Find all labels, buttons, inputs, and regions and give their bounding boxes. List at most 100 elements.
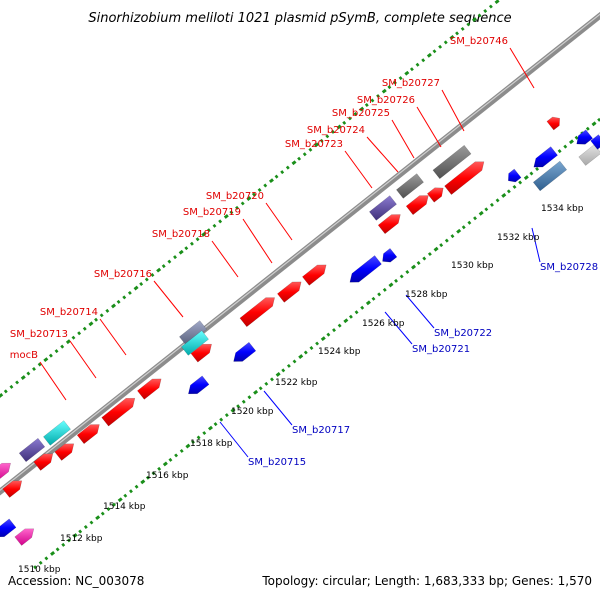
gc-dot-inner [354, 310, 359, 315]
gene-feature-0 [0, 462, 11, 479]
gc-dot-outer [488, 4, 493, 9]
gc-dot-outer [99, 313, 104, 318]
gene-feature-18 [405, 195, 429, 216]
gc-dot-outer [257, 188, 262, 193]
gc-dot-outer [443, 40, 448, 45]
topology-text: Topology: circular; Length: 1,683,333 bp… [262, 574, 592, 588]
gene-label-forward: SM_b20746 [450, 36, 508, 47]
gc-dot-outer [94, 317, 99, 322]
gc-dot-outer [133, 285, 139, 291]
gc-dot-inner [151, 471, 156, 476]
gc-dot-inner [506, 189, 511, 194]
gc-dot-inner [157, 466, 162, 471]
leader-line-forward [265, 202, 293, 241]
gc-dot-inner [83, 525, 88, 530]
gc-dot-inner [286, 363, 291, 368]
gene-feature-6 [76, 424, 100, 445]
gc-dot-inner [450, 234, 455, 239]
gene-feature-11 [190, 343, 212, 363]
gene-feature-12 [239, 297, 275, 328]
gc-dot-inner [332, 328, 336, 333]
gc-dot-inner [145, 475, 150, 480]
gc-dot-outer [71, 335, 76, 340]
gc-dot-inner [224, 413, 229, 418]
gene-feature-17 [396, 173, 424, 199]
gc-dot-inner [55, 547, 60, 552]
gc-dot-outer [195, 237, 200, 242]
gc-dot-inner [473, 216, 477, 221]
gc-dot-outer [212, 223, 217, 228]
gc-dot-outer [218, 219, 223, 224]
gc-dot-outer [415, 62, 420, 67]
gene-feature-7 [101, 397, 136, 427]
gc-dot-outer [48, 353, 53, 358]
gc-dot-outer [223, 214, 229, 219]
gc-dot-outer [252, 192, 256, 197]
gc-dot-outer [421, 58, 426, 63]
gc-dot-outer [477, 13, 482, 18]
leader-line-forward [366, 136, 399, 173]
gc-dot-inner [568, 139, 574, 145]
gc-dot-inner [439, 243, 444, 248]
gene-feature-14 [302, 264, 327, 286]
gc-dot-outer [26, 371, 31, 376]
gc-dot-outer [82, 326, 87, 331]
gc-dot-inner [89, 520, 94, 525]
gc-dot-inner [343, 318, 349, 324]
gene-feature-9 [179, 320, 207, 346]
kbp-tick-label: 1526 kbp [362, 319, 405, 329]
gc-dot-inner [191, 440, 195, 444]
gc-dot-inner [411, 264, 417, 270]
gc-dot-inner [78, 529, 83, 534]
gc-dot-outer [404, 70, 410, 76]
gc-dot-inner [207, 425, 213, 431]
gene-label-forward: SM_b20719 [183, 207, 241, 218]
kbp-tick-label: 1518 kbp [190, 439, 233, 449]
gc-dot-inner [405, 269, 410, 274]
gc-dot-outer [466, 22, 471, 27]
gc-dot-inner [388, 282, 394, 288]
gc-dot-inner [140, 479, 146, 485]
leader-line-forward [242, 218, 273, 264]
gc-dot-outer [280, 170, 285, 175]
plasmid-backbone [0, 11, 600, 496]
gc-dot-inner [501, 193, 507, 198]
gc-dot-outer [398, 76, 403, 81]
gc-dot-outer [201, 231, 207, 237]
gc-dot-inner [123, 493, 128, 498]
gene-feature-33 [578, 144, 600, 166]
gene-label-reverse: SM_b20722 [434, 328, 492, 339]
gc-dot-inner [129, 489, 133, 494]
gene-label-reverse: SM_b20721 [412, 344, 470, 355]
gc-dot-outer [432, 49, 437, 54]
gc-dot-inner [535, 167, 540, 172]
leader-line-forward [441, 89, 465, 132]
gc-dot-inner [168, 457, 173, 462]
gc-dot-inner [433, 246, 439, 252]
gc-dot-inner [253, 389, 259, 395]
gene-label-forward: SM_b20718 [152, 229, 210, 240]
gc-dot-outer [308, 147, 313, 152]
gc-dot-inner [247, 395, 252, 400]
gc-dot-inner [38, 560, 43, 565]
gc-dot-inner [591, 121, 597, 127]
gene-label-forward: SM_b20723 [285, 139, 343, 150]
gene-feature-15 [369, 195, 397, 221]
gc-dot-outer [438, 44, 443, 49]
backbone-line [0, 11, 600, 496]
leader-line-reverse [384, 311, 413, 345]
gc-dot-inner [241, 399, 246, 404]
gc-dot-outer [246, 196, 252, 201]
gc-dot-inner [281, 368, 286, 373]
gc-dot-inner [95, 515, 101, 521]
gc-dot-inner [179, 448, 184, 453]
gc-dot-outer [43, 357, 49, 363]
gene-feature-22 [546, 116, 560, 131]
gc-dot-outer [9, 384, 14, 389]
kbp-tick-label: 1520 kbp [231, 407, 274, 417]
gc-dot-outer [161, 264, 166, 269]
gc-dot-inner [529, 171, 534, 176]
gene-feature-2 [18, 437, 46, 463]
gc-dot-inner [270, 377, 274, 382]
gc-dot-outer [173, 255, 177, 260]
